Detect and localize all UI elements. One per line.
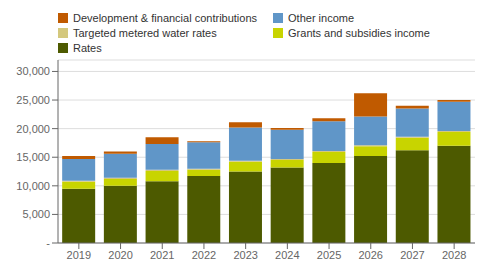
html-text:Other income: Other income [288, 12, 355, 24]
svg-text:2021: 2021 [150, 249, 174, 261]
svg-text:15,000: 15,000 [16, 151, 50, 163]
html-text:Rates: Rates [73, 42, 102, 54]
svg-text:2020: 2020 [108, 249, 132, 261]
svg-text:2023: 2023 [233, 249, 257, 261]
svg-text:2025: 2025 [317, 249, 341, 261]
svg-text:2024: 2024 [275, 249, 299, 261]
svg-text:5,000: 5,000 [22, 208, 50, 220]
html-text:Grants and subsidies income: Grants and subsidies income [288, 27, 430, 39]
html-text:Targeted metered water rates: Targeted metered water rates [73, 27, 217, 39]
svg-text:2022: 2022 [192, 249, 216, 261]
svg-text:2019: 2019 [67, 249, 91, 261]
svg-text:20,000: 20,000 [16, 123, 50, 135]
svg-text:2028: 2028 [442, 249, 466, 261]
svg-text:2026: 2026 [359, 249, 383, 261]
svg-text:2027: 2027 [400, 249, 424, 261]
html-text:Development & financial contri: Development & financial contributions [73, 12, 257, 24]
svg-text:25,000: 25,000 [16, 94, 50, 106]
svg-text:10,000: 10,000 [16, 180, 50, 192]
svg-text:30,000: 30,000 [16, 65, 50, 77]
svg-text:-: - [46, 237, 50, 249]
